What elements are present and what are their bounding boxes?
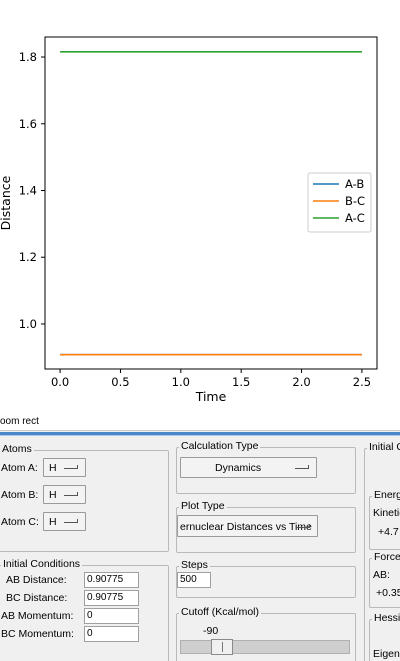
control-panel: oom rect Atoms Atom A: H Atom B: H Atom … [0,415,400,661]
x-tick-label: 1.5 [232,375,250,389]
initial-c-label: Initial C [367,441,400,453]
atom-c-label: Atom C: [1,516,39,528]
ab-distance-input[interactable]: 0.90775 [84,572,139,588]
y-tick-label: 1.0 [19,317,37,331]
x-tick-label: 2.0 [292,375,310,389]
energy-label: Energ [372,489,400,501]
plot-type-select[interactable]: ernuclear Distances vs Time [177,515,318,537]
initial-conditions-group [0,565,169,661]
chevron-down-icon [64,519,78,523]
cutoff-group [176,613,356,661]
title-divider [0,432,400,435]
cutoff-label: Cutoff (Kcal/mol) [179,606,261,618]
y-tick-label: 1.8 [19,50,37,64]
ab-distance-label: AB Distance: [6,574,67,586]
y-tick-label: 1.2 [19,250,37,264]
cutoff-value: -90 [203,625,219,637]
x-tick-label: 0.0 [51,375,69,389]
atoms-group-label: Atoms [0,443,34,455]
legend-entry: B-C [345,194,365,208]
plot-type-label: Plot Type [179,500,227,512]
legend-entry: A-C [345,211,365,225]
title-divider-light [0,435,400,436]
plot-type-value: ernuclear Distances vs Time [180,521,312,533]
distance-plot: 0.0 0.5 1.0 1.5 2.0 2.5 1.0 1.2 1.4 1.6 1.8 Time D… [0,36,378,404]
cutoff-slider-thumb[interactable] [211,639,233,655]
forces-ab-label: AB: [373,569,390,581]
atom-b-select[interactable]: H [43,485,86,504]
hessian-label: Hessi [372,612,400,624]
axes-frame [44,36,378,370]
steps-value: 500 [180,574,197,585]
steps-group [176,566,356,598]
ab-distance-value: 0.90775 [87,574,124,585]
energy-group [369,496,400,550]
kinetic-value: +4.7 [378,526,399,538]
y-tick-label: 1.4 [19,183,37,197]
ab-momentum-input[interactable]: 0 [84,608,139,624]
bc-momentum-value: 0 [87,628,93,639]
x-tick-label: 1.0 [172,375,190,389]
bc-distance-input[interactable]: 0.90775 [84,590,139,606]
ab-momentum-label: AB Momentum: [1,610,74,622]
kinetic-label: Kinetic [373,507,400,519]
legend-entry: A-B [345,177,364,191]
atom-a-select[interactable]: H [43,458,86,477]
atom-c-value: H [49,516,57,528]
forces-label: Force [372,551,400,563]
plot-type-group [176,507,356,553]
bc-distance-value: 0.90775 [87,592,124,603]
calculation-type-select[interactable]: Dynamics [180,457,317,478]
window-title: oom rect [0,416,39,427]
forces-ab-value: +0.35 [376,587,400,599]
cutoff-slider[interactable] [180,639,350,655]
atom-b-label: Atom B: [1,489,39,501]
chart-svg: 0.0 0.5 1.0 1.5 2.0 2.5 1.0 1.2 1.4 1.6 1.8 Time D… [0,36,378,404]
ab-momentum-value: 0 [87,610,93,621]
atom-a-label: Atom A: [1,462,38,474]
x-tick-label: 2.5 [353,375,371,389]
atom-a-value: H [49,462,57,474]
bc-momentum-input[interactable]: 0 [84,626,139,642]
eigen-label: Eigenv [373,648,400,660]
chevron-down-icon [295,465,309,469]
chevron-down-icon [64,492,78,496]
atom-b-value: H [49,489,57,501]
steps-input[interactable]: 500 [177,572,211,588]
atoms-group [0,450,169,552]
calculation-type-group [176,447,356,494]
window-title-bar: oom rect [0,415,400,431]
bc-momentum-label: BC Momentum: [1,628,74,640]
chevron-down-icon [64,465,78,469]
steps-label: Steps [179,559,210,571]
legend: A-B B-C A-C [307,172,372,233]
calculation-type-label: Calculation Type [179,440,261,452]
x-tick-label: 0.5 [111,375,129,389]
y-tick-label: 1.6 [19,117,37,131]
atom-c-select[interactable]: H [43,512,86,531]
y-axis-label: Distance [0,175,13,230]
initial-conditions-label: Initial Conditions [1,558,83,570]
chevron-down-icon [296,524,310,528]
forces-group [369,558,400,608]
calculation-type-value: Dynamics [215,462,262,474]
x-axis-label: Time [195,389,227,404]
bc-distance-label: BC Distance: [6,592,68,604]
